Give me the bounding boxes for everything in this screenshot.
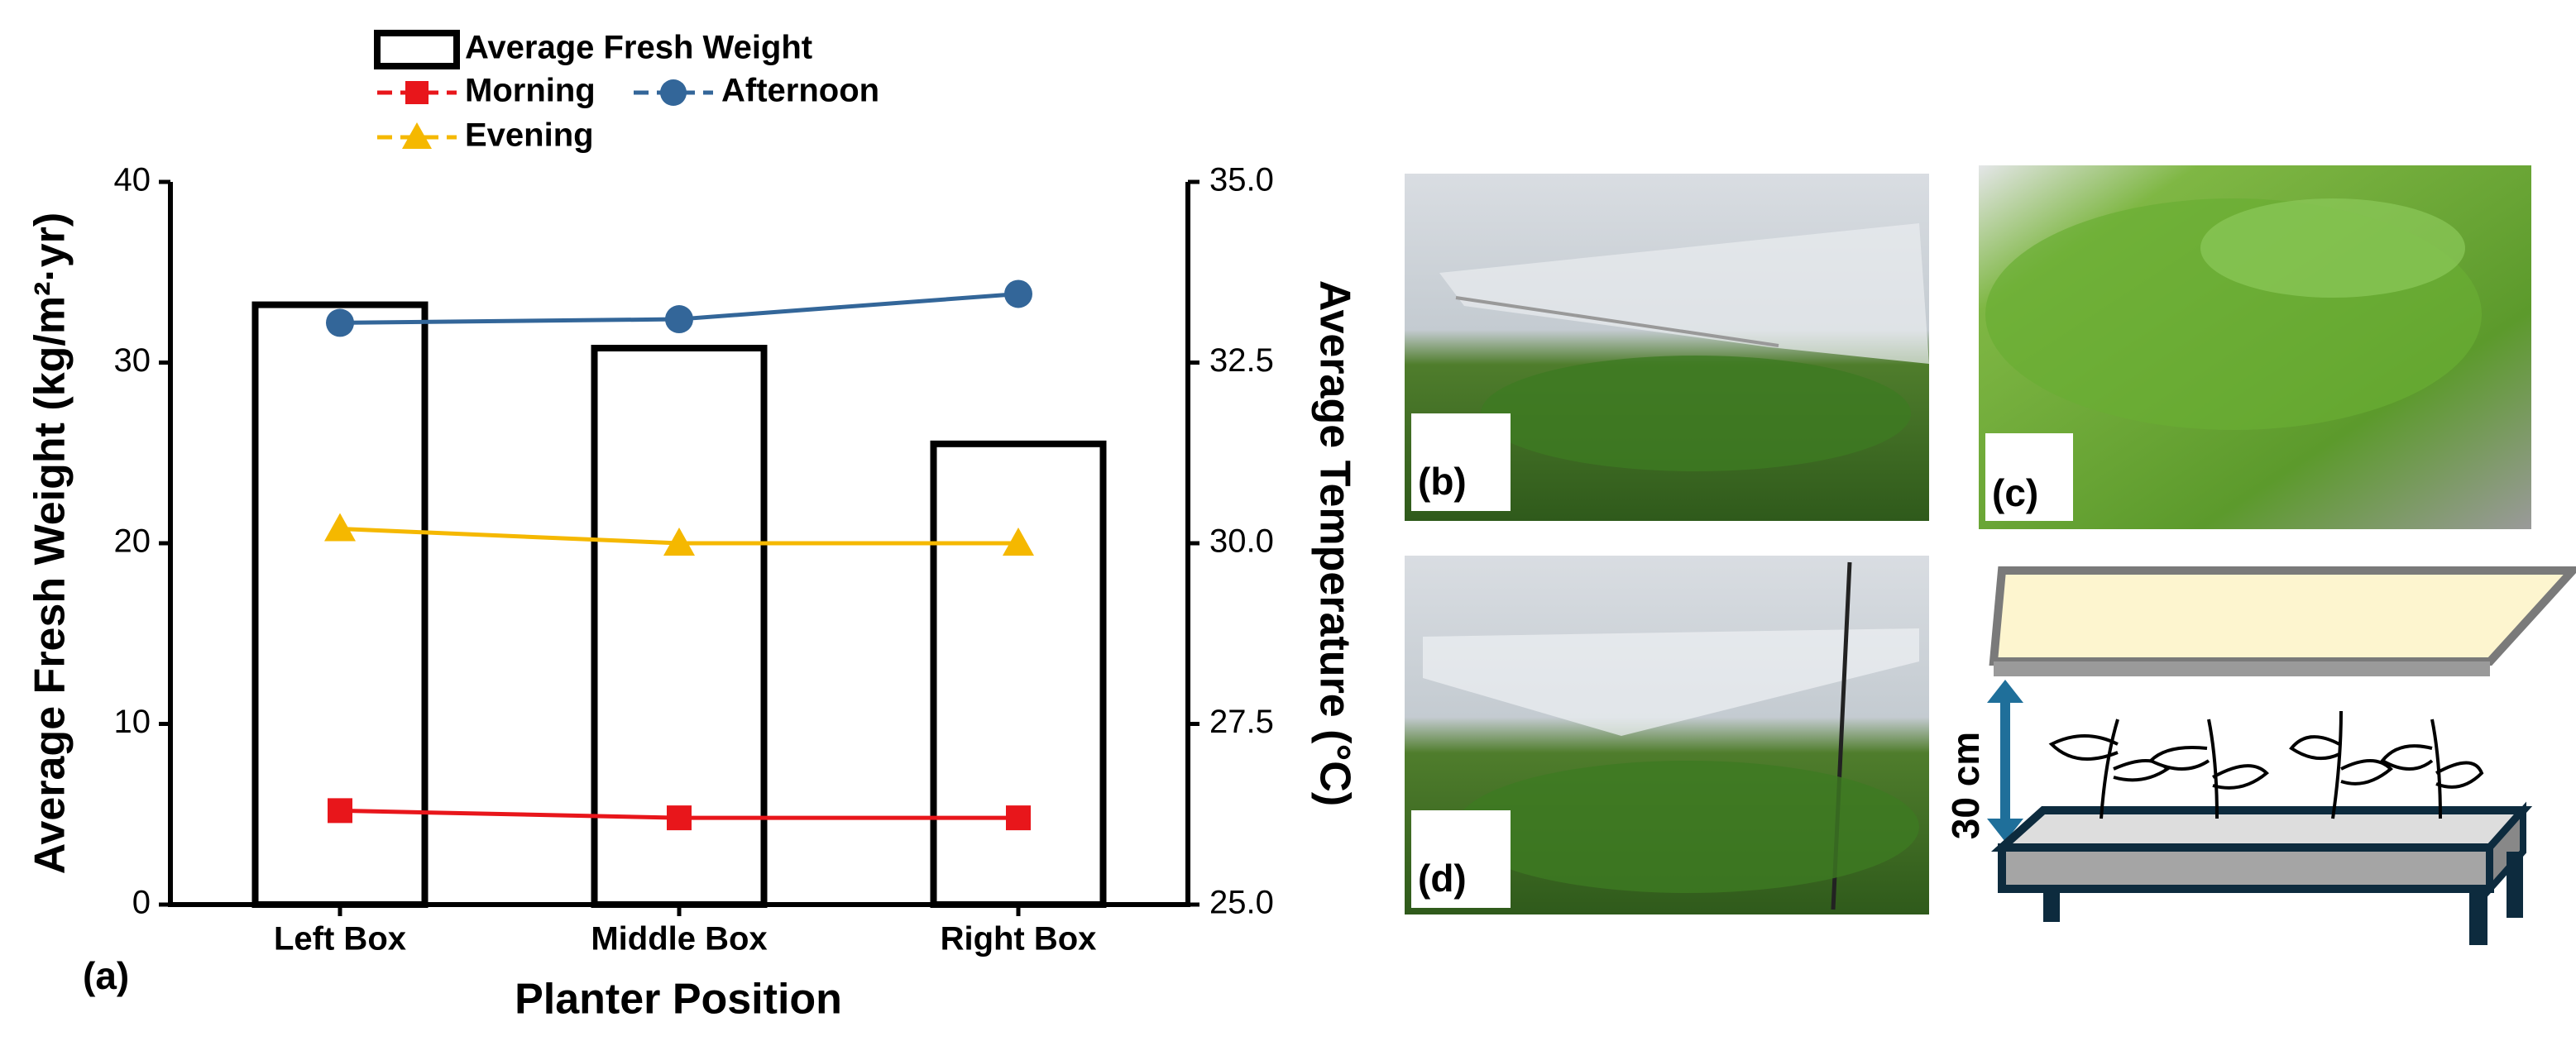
y2-axis-title: Average Temperature (°C) [1310,280,1358,806]
x-axis-title: Planter Position [515,976,842,1024]
marker [663,528,695,556]
y-tick-label: 0 [132,885,151,921]
x-tick-label: Middle Box [591,921,767,957]
legend-swatch [374,30,460,69]
marker [667,805,692,831]
photo-label: (c) [1992,471,2038,514]
x-tick-label: Right Box [941,921,1097,957]
photo: (b) [1405,174,1929,521]
legend-label: Morning [465,73,596,109]
legend-marker [402,122,432,149]
bar [251,301,429,908]
photo-label: (d) [1418,857,1467,900]
y2-tick-label: 25.0 [1209,885,1274,921]
photo-label: (b) [1418,460,1467,503]
panel-label: (a) [83,954,129,997]
marker [324,513,356,542]
dimension-label: 30 cm [1944,732,1987,839]
y-tick-label: 10 [114,704,151,740]
legend-marker [405,81,429,104]
marker [326,308,354,337]
legend-label: Average Fresh Weight [465,30,812,66]
y2-tick-label: 35.0 [1209,162,1274,198]
y2-tick-label: 27.5 [1209,704,1274,740]
marker [665,305,693,334]
photo: (c) [1979,165,2531,529]
y2-tick-label: 30.0 [1209,523,1274,560]
marker [328,798,352,824]
legend-label: Afternoon [721,73,879,109]
bar [591,345,768,908]
x-tick-label: Left Box [274,921,406,957]
y-axis-title: Average Fresh Weight (kg/m²·yr) [26,212,74,874]
photo: (d) [1405,556,1929,914]
marker [1004,279,1032,308]
y-tick-label: 30 [114,342,151,379]
legend-marker [660,79,687,106]
y2-tick-label: 32.5 [1209,342,1274,379]
y-tick-label: 20 [114,523,151,560]
marker [1006,805,1031,831]
marker [1003,528,1034,556]
legend-label: Evening [465,117,594,154]
y-tick-label: 40 [114,162,151,198]
bar [930,440,1107,908]
diagram: 30 cm [1944,566,2576,945]
